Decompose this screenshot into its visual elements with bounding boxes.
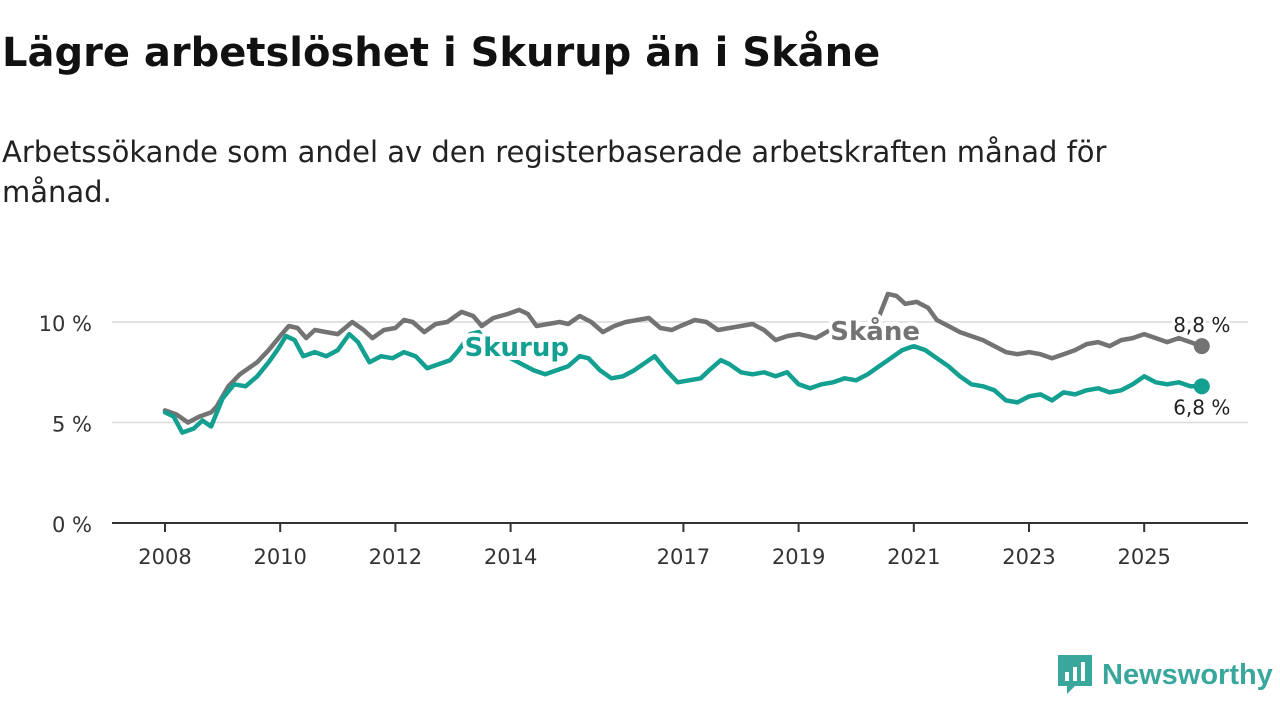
x-tick-label: 2012 — [369, 545, 422, 569]
x-tick-label: 2010 — [253, 545, 306, 569]
series-name-label: Skurup — [465, 333, 569, 363]
series-end-label: 8,8 % — [1173, 313, 1230, 337]
y-tick-label: 5 % — [52, 413, 92, 437]
x-axis: 2008 2010 2012 2014 2017 2019 2021 2023 2025 — [112, 522, 1248, 569]
series-line-skurup — [162, 329, 1205, 435]
y-tick-label: 0 % — [52, 513, 92, 537]
newsworthy-logo-text: Newsworthy — [1102, 658, 1273, 691]
series-lines — [162, 291, 1205, 435]
series-labels: Skurup Skåne 8,8 % 6,8 % — [461, 310, 1234, 422]
x-tick-label: 2019 — [772, 545, 825, 569]
x-tick-label: 2014 — [484, 545, 537, 569]
chart-subtitle: Arbetssökande som andel av den registerb… — [2, 135, 1107, 209]
x-tick-label: 2008 — [138, 545, 191, 569]
grid-lines: 0 % 5 % 10 % — [39, 312, 1248, 537]
newsworthy-logo-icon — [1058, 655, 1092, 694]
x-tick-label: 2017 — [657, 545, 710, 569]
series-line-skåne — [162, 291, 1205, 425]
series-name-label: Skåne — [830, 315, 920, 347]
series-end-dot — [1193, 338, 1210, 355]
chart-title: Lägre arbetslöshet i Skurup än i Skåne — [2, 30, 881, 76]
series-end-label: 6,8 % — [1173, 395, 1230, 419]
x-tick-label: 2025 — [1117, 545, 1170, 569]
series-end-dot — [1193, 378, 1210, 395]
newsworthy-logo: Newsworthy — [1058, 654, 1273, 696]
x-tick-label: 2023 — [1002, 545, 1055, 569]
y-tick-label: 10 % — [39, 312, 92, 336]
x-tick-label: 2021 — [887, 545, 940, 569]
